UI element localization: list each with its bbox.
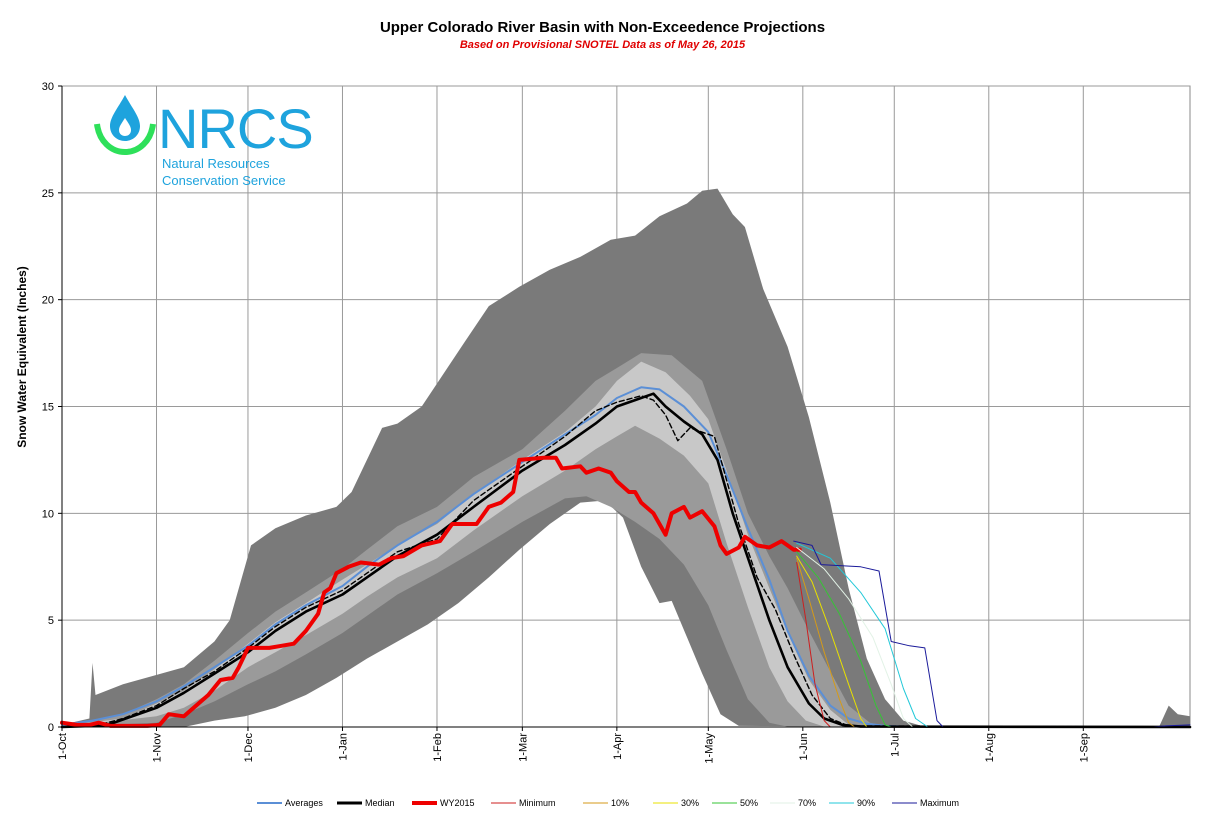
y-tick-label: 20 (42, 295, 54, 307)
series-90- (796, 542, 929, 728)
legend-label: WY2015 (440, 798, 475, 808)
legend-label: 70% (798, 798, 816, 808)
x-tick-label: 1-Mar (517, 733, 529, 762)
x-tick-label: 1-Jul (889, 733, 901, 757)
series-averages (61, 386, 1191, 728)
x-tick-label: 1-Feb (432, 733, 444, 762)
x-tick-label: 1-Nov (152, 733, 164, 763)
legend-label: Averages (285, 798, 323, 808)
y-tick-label: 10 (42, 508, 54, 520)
legend-label: Minimum (519, 798, 556, 808)
series-10- (796, 557, 856, 728)
series-50- (796, 551, 892, 728)
series-wy2015 (60, 455, 802, 728)
axes: 0 5 10 15 20 25 30 1-Oct 1-Nov 1-Dec 1-Jan 1-Feb 1-M… (42, 81, 1190, 764)
y-axis-label: Snow Water Equivalent (Inches) (15, 266, 29, 448)
legend-label: 30% (681, 798, 699, 808)
y-tick-label: 30 (42, 81, 54, 93)
series-70- (796, 547, 914, 728)
x-tick-label: 1-Sep (1078, 733, 1090, 762)
logo-nrcs-text: NRCS (158, 97, 313, 160)
x-tick-label: 1-Oct (57, 733, 69, 760)
legend-label: 10% (611, 798, 629, 808)
x-tick-label: 1-May (703, 733, 715, 764)
logo-line-1: Natural Resources (162, 156, 270, 171)
nrcs-logo: NRCS Natural Resources Conservation Serv… (94, 95, 314, 188)
legend-label: Maximum (920, 798, 959, 808)
chart-subtitle: Based on Provisional SNOTEL Data as of M… (459, 39, 746, 51)
arc-icon (94, 123, 156, 156)
y-tick-label: 25 (42, 188, 54, 200)
x-tick-label: 1-Jan (337, 733, 349, 761)
logo-line-2: Conservation Service (162, 173, 286, 188)
series-30- (796, 555, 868, 728)
legend-label: 90% (857, 798, 875, 808)
y-tick-label: 0 (48, 722, 54, 734)
x-tick-label: 1-Dec (243, 733, 255, 763)
legend-label: 50% (740, 798, 758, 808)
legend-label: Median (365, 798, 395, 808)
legend: Averages Median WY2015 Minimum 10% 30% 50% 70% 9… (257, 798, 959, 808)
y-tick-label: 5 (48, 615, 54, 627)
y-tick-label: 15 (42, 402, 54, 414)
x-tick-label: 1-Apr (612, 733, 624, 760)
chart-title: Upper Colorado River Basin with Non-Exce… (379, 19, 826, 36)
series-median (60, 392, 1192, 729)
x-tick-label: 1-Aug (984, 733, 996, 762)
series-median-dashed (61, 395, 1191, 728)
x-tick-label: 1-Jun (798, 733, 810, 761)
water-drop-highlight (119, 118, 131, 136)
series-minimum (796, 562, 831, 728)
